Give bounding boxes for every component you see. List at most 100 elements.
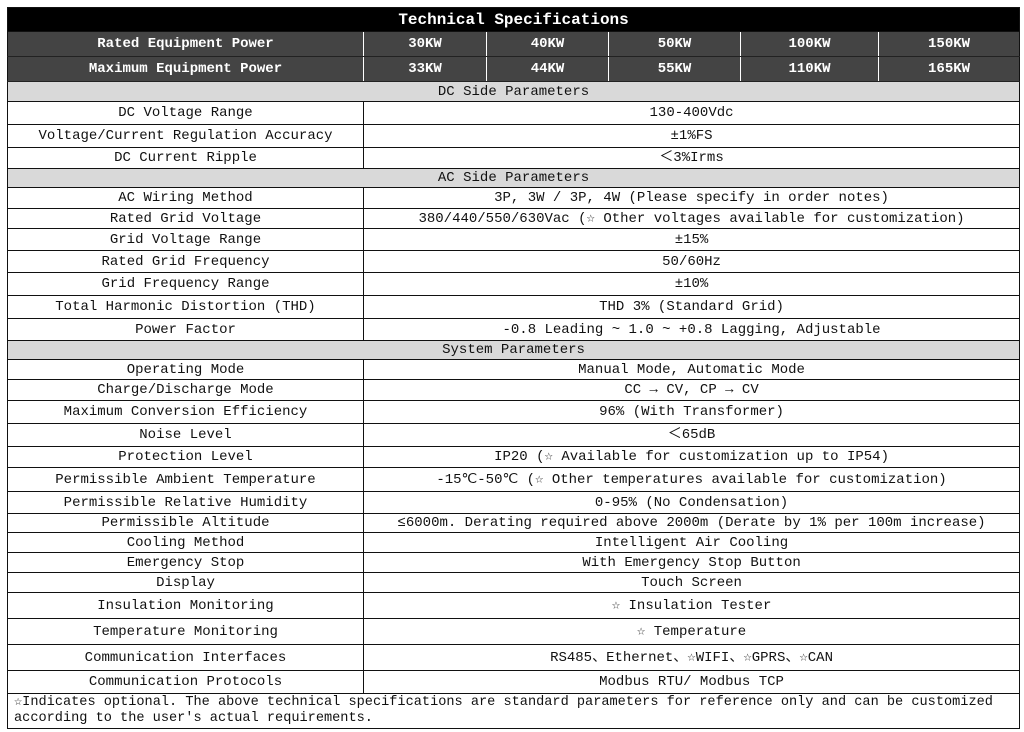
spec-value: ≤6000m. Derating required above 2000m (D… [362, 513, 1021, 533]
spec-value: -0.8 Leading ~ 1.0 ~ +0.8 Lagging, Adjus… [362, 318, 1021, 341]
spec-row: Permissible Relative Humidity 0-95% (No C… [7, 491, 1021, 514]
section-title: System Parameters [6, 340, 1021, 360]
section-header: AC Side Parameters [6, 168, 1021, 188]
spec-label: Cooling Method [7, 532, 364, 553]
spec-label: Rated Grid Voltage [7, 208, 364, 229]
spec-label: Maximum Conversion Efficiency [7, 400, 364, 424]
spec-label: Temperature Monitoring [7, 618, 364, 645]
power-value: 165KW [877, 56, 1021, 82]
spec-value: ＜3%Irms [362, 147, 1021, 169]
spec-row: Maximum Conversion Efficiency 96% (With T… [7, 400, 1021, 424]
power-value: 40KW [486, 31, 609, 57]
spec-label: DC Current Ripple [7, 147, 364, 169]
power-value: 110KW [740, 56, 879, 82]
section-title: DC Side Parameters [6, 81, 1021, 102]
spec-value: With Emergency Stop Button [362, 552, 1021, 573]
spec-label: Emergency Stop [7, 552, 364, 573]
spec-value: RS485、Ethernet、☆WIFI、☆GPRS、☆CAN [362, 644, 1021, 671]
spec-value: Modbus RTU/ Modbus TCP [362, 670, 1021, 694]
section-header: System Parameters [6, 340, 1021, 360]
spec-row: Total Harmonic Distortion (THD) THD 3% (S… [7, 295, 1021, 319]
spec-row: Grid Voltage Range ±15% [7, 228, 1021, 251]
power-value: 100KW [740, 31, 879, 57]
spec-value: ＜65dB [362, 423, 1021, 447]
spec-row: Temperature Monitoring ☆ Temperature [7, 618, 1021, 645]
spec-row: Permissible Altitude ≤6000m. Derating req… [7, 513, 1021, 533]
power-row: Rated Equipment Power 30KW 40KW 50KW 100KW 15… [7, 31, 1021, 57]
spec-label: Protection Level [7, 446, 364, 468]
spec-value: Intelligent Air Cooling [362, 532, 1021, 553]
spec-value: ☆ Insulation Tester [362, 592, 1021, 619]
spec-value: ±1%FS [362, 124, 1021, 148]
spec-row: Rated Grid Frequency 50/60Hz [7, 250, 1021, 273]
spec-value: ☆ Temperature [362, 618, 1021, 645]
spec-row: Voltage/Current Regulation Accuracy ±1%FS [7, 124, 1021, 148]
spec-row: Protection Level IP20 (☆ Available for cu… [7, 446, 1021, 468]
spec-value: Manual Mode, Automatic Mode [362, 359, 1021, 380]
spec-value: 96% (With Transformer) [362, 400, 1021, 424]
spec-label: Grid Voltage Range [7, 228, 364, 251]
spec-row: Grid Frequency Range ±10% [7, 272, 1021, 296]
spec-row: Communication Protocols Modbus RTU/ Modbu… [7, 670, 1021, 694]
spec-value: 3P, 3W / 3P, 4W (Please specify in order… [362, 187, 1021, 209]
table-title: Technical Specifications [6, 7, 1021, 32]
spec-label: Total Harmonic Distortion (THD) [7, 295, 364, 319]
section-title: AC Side Parameters [6, 168, 1021, 188]
spec-row: DC Current Ripple ＜3%Irms [7, 147, 1021, 169]
spec-value: THD 3% (Standard Grid) [362, 295, 1021, 319]
spec-row: Rated Grid Voltage 380/440/550/630Vac (☆ … [7, 208, 1021, 229]
spec-label: Noise Level [7, 423, 364, 447]
spec-value: ±15% [362, 228, 1021, 251]
power-label: Maximum Equipment Power [7, 56, 364, 82]
spec-label: DC Voltage Range [7, 101, 364, 125]
power-value: 150KW [877, 31, 1021, 57]
spec-row: Charge/Discharge Mode CC → CV, CP → CV [7, 379, 1021, 401]
spec-label: Permissible Ambient Temperature [7, 467, 364, 492]
power-label: Rated Equipment Power [7, 31, 364, 57]
spec-value: 0-95% (No Condensation) [362, 491, 1021, 514]
spec-label: Power Factor [7, 318, 364, 341]
spec-label: Operating Mode [7, 359, 364, 380]
spec-value: -15℃-50℃ (☆ Other temperatures available… [362, 467, 1021, 492]
spec-label: Display [7, 572, 364, 593]
spec-value: Touch Screen [362, 572, 1021, 593]
spec-row: Communication Interfaces RS485、Ethernet、☆… [7, 644, 1021, 671]
spec-row: AC Wiring Method 3P, 3W / 3P, 4W (Please … [7, 187, 1021, 209]
spec-label: Rated Grid Frequency [7, 250, 364, 273]
note-row: ☆Indicates optional. The above technical… [6, 693, 1021, 729]
spec-label: AC Wiring Method [7, 187, 364, 209]
spec-row: Permissible Ambient Temperature -15℃-50℃ … [7, 467, 1021, 492]
spec-label: Charge/Discharge Mode [7, 379, 364, 401]
power-value: 33KW [363, 56, 487, 82]
power-value: 55KW [608, 56, 741, 82]
spec-value: ±10% [362, 272, 1021, 296]
title-row: Technical Specifications [6, 7, 1021, 32]
spec-table: Technical Specifications Rated Equipment… [6, 7, 1021, 729]
spec-row: Display Touch Screen [7, 572, 1021, 593]
spec-row: Insulation Monitoring ☆ Insulation Tester [7, 592, 1021, 619]
spec-value: 130-400Vdc [362, 101, 1021, 125]
spec-label: Grid Frequency Range [7, 272, 364, 296]
power-value: 44KW [486, 56, 609, 82]
spec-label: Insulation Monitoring [7, 592, 364, 619]
power-row: Maximum Equipment Power 33KW 44KW 55KW 110KW… [7, 56, 1021, 82]
section-header: DC Side Parameters [6, 81, 1021, 102]
spec-label: Permissible Relative Humidity [7, 491, 364, 514]
spec-value: 50/60Hz [362, 250, 1021, 273]
footnote: ☆Indicates optional. The above technical… [6, 693, 1021, 729]
spec-row: Emergency Stop With Emergency Stop Button [7, 552, 1021, 573]
spec-row: DC Voltage Range 130-400Vdc [7, 101, 1021, 125]
spec-row: Operating Mode Manual Mode, Automatic Mod… [7, 359, 1021, 380]
spec-label: Communication Protocols [7, 670, 364, 694]
spec-value: CC → CV, CP → CV [362, 379, 1021, 401]
spec-row: Noise Level ＜65dB [7, 423, 1021, 447]
spec-row: Cooling Method Intelligent Air Cooling [7, 532, 1021, 553]
spec-value: 380/440/550/630Vac (☆ Other voltages ava… [362, 208, 1021, 229]
spec-label: Permissible Altitude [7, 513, 364, 533]
spec-value: IP20 (☆ Available for customization up t… [362, 446, 1021, 468]
power-value: 30KW [363, 31, 487, 57]
power-value: 50KW [608, 31, 741, 57]
spec-row: Power Factor -0.8 Leading ~ 1.0 ~ +0.8 La… [7, 318, 1021, 341]
spec-label: Communication Interfaces [7, 644, 364, 671]
spec-label: Voltage/Current Regulation Accuracy [7, 124, 364, 148]
